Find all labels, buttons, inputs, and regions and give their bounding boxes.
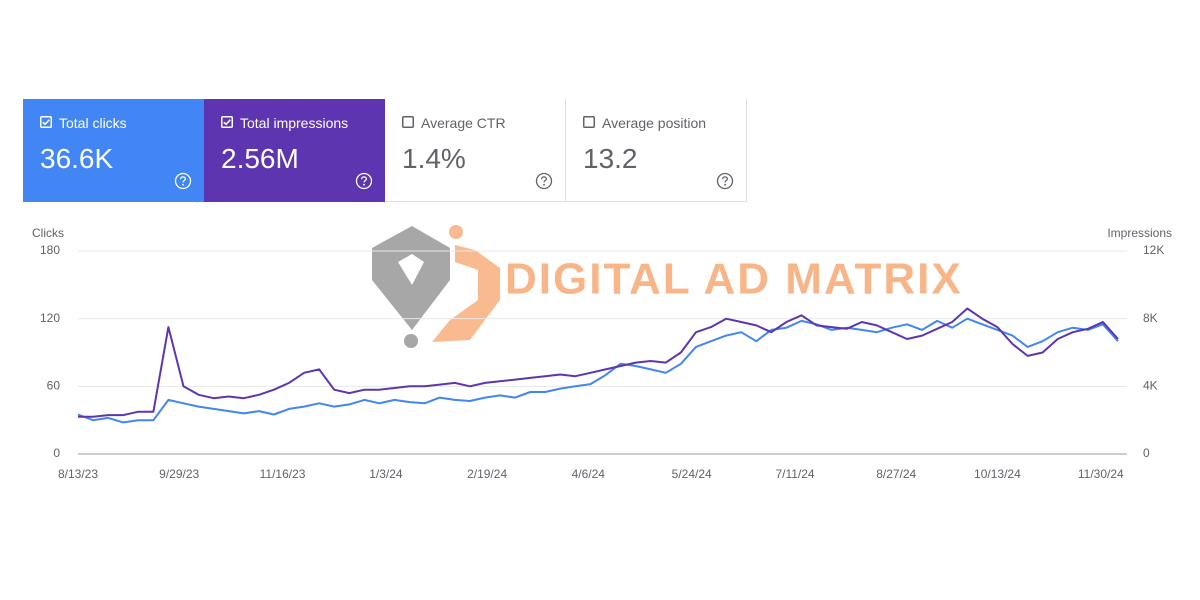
y-tick-label: 0	[53, 446, 60, 460]
y2-tick-label: 0	[1143, 446, 1150, 460]
checkbox[interactable]	[221, 116, 233, 128]
checkbox[interactable]	[40, 116, 52, 128]
x-tick-label: 8/13/23	[58, 467, 98, 481]
y2-tick-label: 4K	[1143, 379, 1158, 393]
help-icon[interactable]	[716, 172, 734, 190]
x-tick-label: 11/30/24	[1078, 467, 1124, 481]
y-tick-label: 180	[40, 243, 60, 257]
y-axis-title: Clicks	[32, 226, 64, 240]
x-tick-label: 10/13/24	[974, 467, 1021, 481]
card-label: Total impressions	[240, 115, 349, 131]
watermark-logo	[372, 225, 500, 348]
x-tick-label: 11/16/23	[260, 467, 306, 481]
metric-card[interactable]: Total impressions 2.56M	[204, 99, 385, 202]
help-icon[interactable]	[355, 172, 373, 190]
series-line	[77, 317, 1119, 424]
x-tick-label: 8/27/24	[876, 467, 916, 481]
x-tick-label: 4/6/24	[572, 467, 606, 481]
checkbox[interactable]	[583, 116, 595, 128]
y-tick-label: 120	[40, 311, 60, 325]
metric-card[interactable]: Average CTR 1.4%	[385, 99, 566, 202]
card-value: 13.2	[583, 143, 638, 174]
checkbox[interactable]	[402, 116, 414, 128]
y-tick-label: 60	[47, 379, 61, 393]
y2-tick-label: 12K	[1143, 243, 1164, 257]
card-value: 1.4%	[402, 143, 466, 174]
y2-axis-title: Impressions	[1107, 226, 1172, 240]
x-tick-label: 5/24/24	[672, 467, 712, 481]
y2-tick-label: 8K	[1143, 311, 1158, 325]
card-value: 2.56M	[221, 143, 299, 174]
card-label: Average CTR	[421, 115, 506, 131]
series-line	[78, 307, 1119, 418]
help-icon[interactable]	[535, 172, 553, 190]
card-value: 36.6K	[40, 143, 114, 174]
metric-card[interactable]: Average position 13.2	[566, 99, 747, 202]
watermark: DIGITAL AD MATRIX	[505, 255, 963, 304]
x-tick-label: 7/11/24	[775, 467, 814, 481]
x-tick-label: 1/3/24	[369, 467, 403, 481]
card-label: Total clicks	[59, 115, 127, 131]
help-icon[interactable]	[174, 172, 192, 190]
card-label: Average position	[602, 115, 707, 131]
metric-card[interactable]: Total clicks 36.6K	[23, 99, 204, 202]
metric-cards: Total clicks 36.6K Total impressions 2.56M A…	[23, 99, 747, 202]
x-tick-label: 2/19/24	[467, 467, 507, 481]
x-tick-label: 9/29/23	[159, 467, 199, 481]
